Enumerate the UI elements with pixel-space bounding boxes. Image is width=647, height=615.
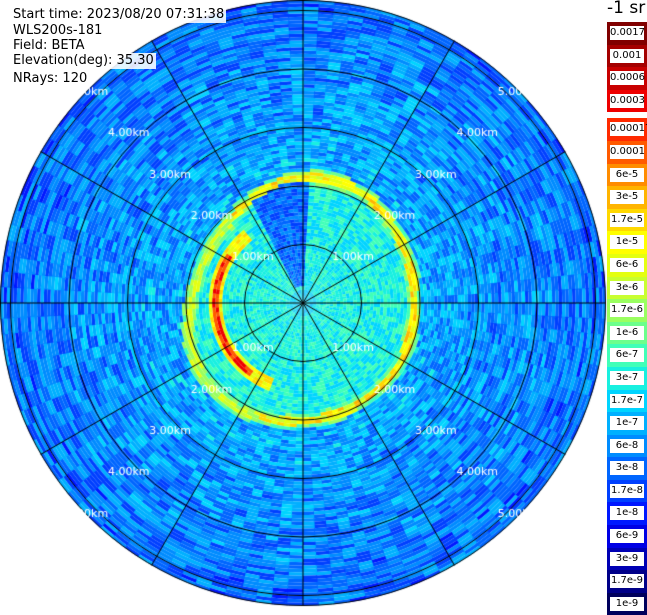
- colorbar-tick-label: 0.0003: [610, 93, 645, 108]
- colorbar-tick-label: 6e-5: [610, 167, 644, 182]
- colorbar-swatch: 6e-5: [607, 163, 647, 187]
- colorbar-swatch: 3e-9: [607, 547, 647, 571]
- colorbar-tick-label: 6e-8: [610, 438, 644, 453]
- colorbar-tick-label: 0.00017: [610, 122, 647, 137]
- colorbar-swatch: 6e-8: [607, 434, 647, 458]
- colorbar-swatch: 1e-6: [607, 321, 647, 345]
- colorbar-tick-label: 1.7e-6: [610, 303, 644, 318]
- colorbar-swatch: 6e-6: [607, 253, 647, 277]
- colorbar-tick-label: 1.7e-9: [610, 574, 644, 589]
- colorbar-tick-label: 1e-6: [610, 325, 644, 340]
- colorbar-tick-label: 6e-9: [610, 529, 644, 544]
- colorbar-swatch: 6e-7: [607, 344, 647, 367]
- colorbar-swatch: 0.00017: [607, 118, 647, 141]
- colorbar-tick-label: 6e-7: [610, 348, 644, 363]
- colorbar-swatch: 0.0001: [607, 140, 647, 164]
- colorbar-tick-label: 3e-8: [610, 461, 644, 476]
- colorbar-tick-label: 1e-7: [610, 416, 644, 431]
- colorbar-tick-label: 3e-6: [610, 280, 644, 295]
- colorbar-swatch: 1.7e-9: [607, 570, 647, 593]
- colorbar-tick-label: 1e-8: [610, 506, 644, 521]
- colorbar-tick-label: 1.7e-8: [610, 483, 644, 498]
- nrays-label: NRays: 120: [11, 71, 90, 87]
- colorbar-swatch: 0.001: [607, 44, 647, 68]
- colorbar-swatch: 0.0003: [607, 89, 647, 113]
- colorbar-tick-label: 1e-5: [610, 235, 644, 250]
- colorbar-tick-label: 3e-5: [610, 190, 644, 205]
- colorbar-swatch: 3e-7: [607, 366, 647, 390]
- colorbar-swatch: 1.7e-5: [607, 208, 647, 232]
- colorbar-swatch: 0.0006: [607, 67, 647, 90]
- colorbar-swatch: 1e-7: [607, 412, 647, 435]
- colorbar-tick-label: 0.0001: [610, 144, 645, 159]
- instrument-label: WLS200s-181: [11, 23, 105, 39]
- colorbar-swatch: 3e-6: [607, 276, 647, 300]
- colorbar-tick-label: 0.0017: [610, 26, 645, 40]
- colorbar-swatch: 1.7e-7: [607, 389, 647, 413]
- colorbar-swatch: 1e-9: [607, 592, 647, 615]
- colorbar-swatch: 1e-8: [607, 502, 647, 526]
- elevation-label: Elevation(deg): 35.30: [11, 53, 156, 69]
- colorbar-swatch: 0.0017: [607, 22, 647, 45]
- colorbar-tick-label: 1.7e-7: [610, 393, 644, 408]
- colorbar-tick-label: 0.0006: [610, 71, 645, 86]
- colorbar-unit-label: -1 sr: [607, 0, 646, 18]
- colorbar-swatch: 1.7e-6: [607, 299, 647, 322]
- colorbar-tick-label: 1e-9: [610, 596, 644, 611]
- colorbar-tick-label: 0.001: [610, 48, 644, 63]
- start-time-label: Start time: 2023/08/20 07:31:38: [11, 7, 227, 23]
- colorbar-swatch: 1e-5: [607, 231, 647, 254]
- colorbar-tick-label: 3e-9: [610, 551, 644, 566]
- colorbar-tick-label: 3e-7: [610, 370, 644, 385]
- colorbar-swatch: 1.7e-8: [607, 479, 647, 503]
- field-label: Field: BETA: [11, 38, 87, 54]
- colorbar-swatch: 3e-8: [607, 457, 647, 480]
- colorbar-swatch: 3e-5: [607, 186, 647, 209]
- colorbar-swatch: 6e-9: [607, 525, 647, 548]
- colorbar: 0.0017 0.001 0.0006 0.0003 0.00017 0.0001 6e-5…: [607, 22, 647, 615]
- colorbar-tick-label: 1.7e-5: [610, 212, 644, 227]
- colorbar-tick-label: 6e-6: [610, 257, 644, 272]
- ppi-plot: [0, 0, 607, 607]
